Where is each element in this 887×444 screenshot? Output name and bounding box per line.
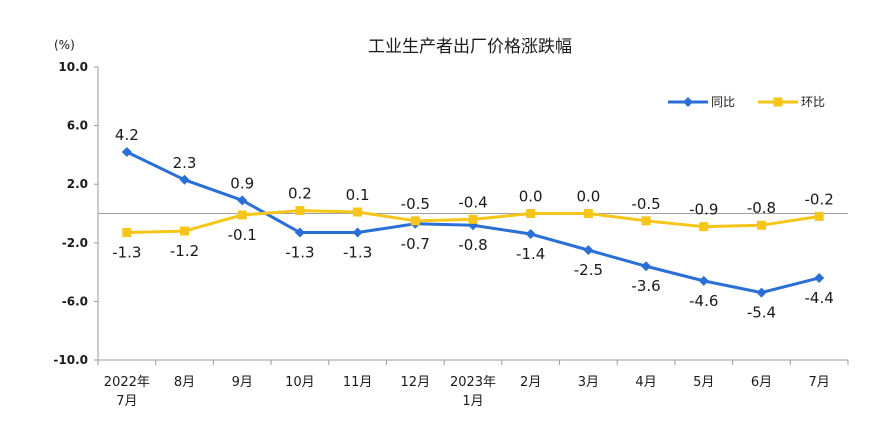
data-label-mom: -0.5: [631, 195, 660, 213]
x-tick-label-line: 7月: [116, 394, 137, 409]
point-marker-mom: [756, 220, 766, 230]
data-label-yoy: 2.3: [173, 154, 197, 172]
data-label-yoy: -1.3: [343, 244, 372, 262]
point-marker-yoy: [583, 245, 594, 256]
data-label-yoy: -5.4: [747, 304, 776, 322]
x-tick-label: 3月: [578, 375, 599, 390]
x-tick-label-line: 4月: [635, 375, 656, 390]
data-label-mom: 0.0: [576, 188, 600, 206]
data-label-mom: -0.2: [805, 190, 834, 208]
x-tick-label-line: 1月: [462, 394, 483, 409]
x-tick-label: 12月: [401, 375, 431, 390]
x-tick-label: 2022年 7月: [104, 375, 150, 409]
x-tick-label-line: 11月: [343, 375, 373, 390]
x-tick-label: 4月: [635, 375, 656, 390]
x-tick-label-line: 3月: [578, 375, 599, 390]
point-marker-yoy: [641, 261, 652, 272]
point-marker-mom: [237, 210, 247, 220]
y-tick-label: 2.0: [67, 177, 88, 191]
point-marker-yoy: [814, 272, 825, 283]
data-label-mom: 0.2: [288, 185, 312, 203]
x-tick-label-line: 9月: [232, 375, 253, 390]
data-label-mom: -0.1: [228, 226, 257, 244]
data-label-yoy: -4.4: [805, 289, 834, 307]
data-label-yoy: -4.6: [689, 292, 718, 310]
x-tick-label-line: 8月: [174, 375, 195, 390]
point-marker-yoy: [294, 227, 305, 238]
x-tick-label: 6月: [751, 375, 772, 390]
point-marker-mom: [295, 206, 305, 216]
x-tick-label-line: 2月: [520, 375, 541, 390]
series-markers: [121, 146, 825, 298]
x-tick-label-line: 12月: [401, 375, 431, 390]
data-label-yoy: -3.6: [631, 277, 660, 295]
point-marker-yoy: [756, 287, 767, 298]
data-label-yoy: -0.7: [401, 235, 430, 253]
legend-marker-diamond: [683, 97, 693, 107]
x-tick-label-line: 2022年: [104, 375, 150, 390]
point-marker-yoy: [121, 146, 132, 157]
y-tick-label: -6.0: [62, 294, 88, 308]
data-label-mom: -1.3: [112, 244, 141, 262]
point-marker-mom: [814, 211, 824, 221]
x-tick-label: 11月: [343, 375, 373, 390]
y-unit-label: (%): [54, 38, 75, 52]
y-tick-label: -2.0: [62, 236, 88, 250]
point-marker-mom: [583, 209, 593, 218]
x-tick-label: 2月: [520, 375, 541, 390]
x-tick-label-line: 7月: [809, 375, 830, 390]
x-tick-label: 10月: [285, 375, 315, 390]
x-tick-label-line: 10月: [285, 375, 315, 390]
point-marker-yoy: [525, 229, 536, 240]
point-marker-mom: [699, 222, 709, 232]
x-tick-label: 5月: [693, 375, 714, 390]
point-marker-mom: [526, 209, 536, 218]
data-label-yoy: -1.3: [285, 244, 314, 262]
data-label-mom: -0.8: [747, 199, 776, 217]
data-label-yoy: -0.8: [458, 236, 487, 254]
point-marker-mom: [180, 226, 190, 236]
point-marker-yoy: [237, 195, 248, 206]
data-label-mom: -0.4: [458, 193, 487, 211]
data-label-mom: 0.0: [519, 188, 543, 206]
point-marker-mom: [122, 228, 132, 238]
x-tick-label: 8月: [174, 375, 195, 390]
axes: 10.0 6.0 2.0 -2.0 -6.0 -10.0 2022年 7月 8月 9月 10月 11月…: [53, 60, 849, 409]
legend-marker-square: [773, 97, 783, 107]
x-tick-label: 9月: [232, 375, 253, 390]
chart-title: 工业生产者出厂价格涨跌幅: [368, 37, 572, 57]
data-label-yoy: -1.4: [516, 245, 545, 263]
x-tick-label: 2023年 1月: [450, 375, 496, 409]
data-label-mom: -0.5: [401, 195, 430, 213]
point-marker-yoy: [179, 174, 190, 185]
point-marker-yoy: [698, 275, 709, 286]
point-marker-yoy: [352, 227, 363, 238]
data-labels: 4.2 -1.3 2.3 -1.2 0.9 -0.1 -1.3 0.2 -1.3 0.1 -0.7 -…: [112, 126, 834, 322]
y-tick-label: -10.0: [53, 353, 88, 367]
data-label-yoy: 0.9: [230, 174, 254, 192]
legend-label-mom: 环比: [801, 95, 825, 109]
data-label-mom: -1.2: [170, 242, 199, 260]
x-tick-label-line: 2023年: [450, 375, 496, 390]
point-marker-mom: [353, 207, 363, 217]
y-tick-label: 6.0: [67, 119, 88, 133]
data-label-yoy: -2.5: [574, 261, 603, 279]
data-label-mom: 0.1: [346, 186, 370, 204]
legend: 同比 环比: [668, 95, 825, 109]
legend-label-yoy: 同比: [711, 95, 735, 109]
point-marker-mom: [410, 216, 420, 226]
x-tick-label: 7月: [809, 375, 830, 390]
point-marker-mom: [468, 214, 478, 224]
data-label-yoy: 4.2: [115, 126, 139, 144]
point-marker-mom: [641, 216, 651, 226]
x-tick-label-line: 6月: [751, 375, 772, 390]
data-label-mom: -0.9: [689, 201, 718, 219]
x-tick-label-line: 5月: [693, 375, 714, 390]
y-tick-label: 10.0: [58, 60, 88, 74]
